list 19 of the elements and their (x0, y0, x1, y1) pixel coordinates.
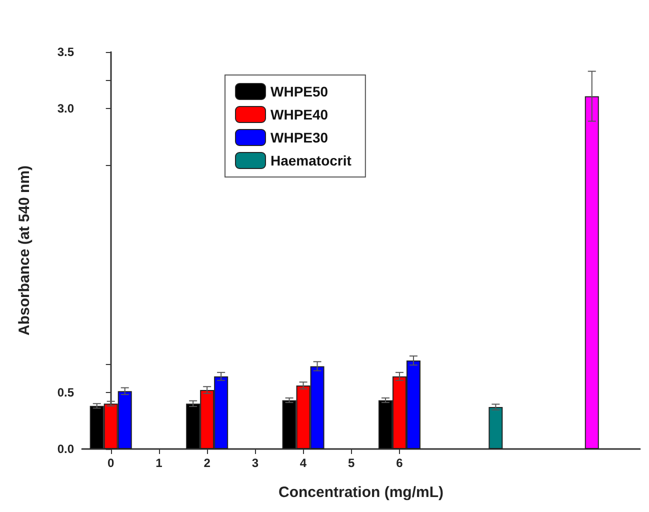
x-tick-label: 1 (156, 456, 163, 470)
legend-label: WHPE50 (270, 84, 328, 100)
x-tick-label: 6 (396, 456, 404, 470)
x-tick-label: 0 (108, 456, 115, 470)
x-axis-title: Concentration (mg/mL) (278, 484, 444, 501)
legend-label: WHPE30 (270, 130, 328, 146)
bar (584, 96, 599, 449)
y-tick-label: 0.5 (57, 385, 74, 400)
x-tick-label: 5 (348, 456, 356, 470)
y-tick-label: 0.0 (57, 442, 74, 456)
bar (488, 407, 503, 449)
x-tick-label: 2 (204, 456, 211, 470)
y-tick-label: 3.5 (57, 45, 74, 59)
legend-label: WHPE40 (270, 106, 328, 122)
y-axis-title: Absorbance (at 540 nm) (16, 165, 33, 336)
legend-label: Haematocrit (270, 152, 352, 168)
y-tick-label: 3.0 (57, 102, 74, 116)
x-tick-label: 3 (252, 456, 259, 470)
x-tick-label: 4 (300, 456, 307, 470)
